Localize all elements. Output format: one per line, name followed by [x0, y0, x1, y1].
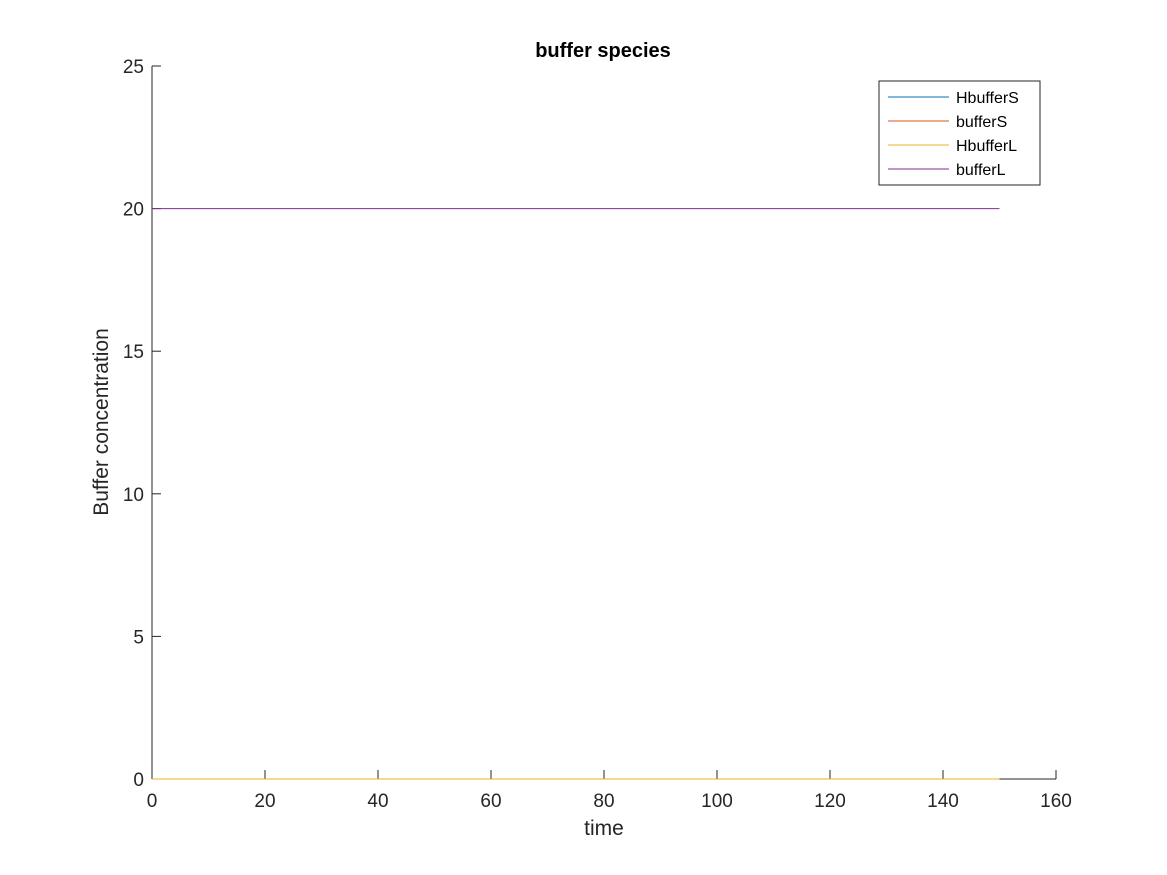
- x-tick-label: 0: [147, 791, 158, 812]
- x-axis-label: time: [584, 817, 624, 840]
- legend-label: bufferS: [956, 114, 1007, 131]
- y-tick-label: 15: [123, 342, 144, 363]
- series-lines: [152, 208, 1000, 780]
- x-tick-label: 120: [814, 791, 846, 812]
- x-tick-label: 140: [927, 791, 959, 812]
- x-tick-label: 40: [367, 791, 388, 812]
- y-tick-label: 10: [123, 485, 144, 506]
- chart-title: buffer species: [535, 40, 671, 62]
- legend-label: HbufferS: [956, 90, 1019, 107]
- y-tick-label: 5: [133, 627, 144, 648]
- x-tick-label: 20: [254, 791, 275, 812]
- ticks: 0 20 40 60 80 100 120 140 160 0 5 10 15 20 25: [123, 57, 1072, 812]
- legend: HbufferS bufferS HbufferL bufferL: [878, 80, 1041, 186]
- x-tick-label: 100: [701, 791, 733, 812]
- x-tick-label: 80: [593, 791, 614, 812]
- x-tick-label: 60: [480, 791, 501, 812]
- legend-label: HbufferL: [956, 138, 1017, 155]
- x-tick-label: 160: [1040, 791, 1072, 812]
- legend-label: bufferL: [956, 162, 1006, 179]
- legend-box: [878, 80, 1041, 186]
- y-tick-label: 25: [123, 57, 144, 78]
- y-tick-label: 20: [123, 200, 144, 221]
- legend-items: HbufferS bufferS HbufferL bufferL: [888, 90, 1019, 179]
- y-axis-label: Buffer concentration: [90, 328, 113, 516]
- y-tick-label: 0: [133, 770, 144, 791]
